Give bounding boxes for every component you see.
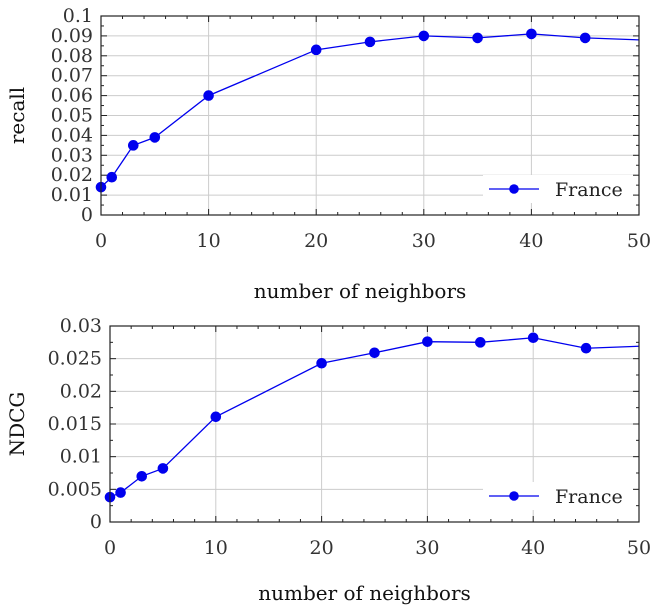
x-tick-label: 40 xyxy=(521,537,545,559)
x-tick-label: 0 xyxy=(95,230,107,252)
legend: France xyxy=(483,482,633,510)
y-tick-label: 0.06 xyxy=(51,85,93,107)
data-point xyxy=(310,44,322,56)
legend-marker xyxy=(509,184,519,194)
y-tick-label: 0.07 xyxy=(51,65,93,87)
x-tick-label: 50 xyxy=(627,537,651,559)
data-point xyxy=(579,32,591,44)
plot-frame xyxy=(100,15,640,216)
y-tick-label: 0.01 xyxy=(51,184,93,206)
data-point xyxy=(369,347,380,359)
series-france xyxy=(95,28,639,193)
x-tick-label: 50 xyxy=(627,230,651,252)
y-axis-title: NDCG xyxy=(5,392,29,457)
chart-recall: 0 10 20 30 40 5000.010.020.030.040.050.060.07… xyxy=(5,5,651,303)
data-point xyxy=(472,32,483,44)
data-point xyxy=(115,487,126,498)
x-tick-label: 40 xyxy=(519,230,543,252)
data-point xyxy=(418,30,430,42)
series-line xyxy=(100,33,639,188)
y-tick-label: 0.04 xyxy=(51,124,93,146)
x-tick-label: 10 xyxy=(197,230,221,252)
y-tick-label: 0.1 xyxy=(63,5,93,27)
data-point xyxy=(364,36,376,48)
x-axis-title: number of neighbors xyxy=(254,279,467,303)
data-point xyxy=(475,337,486,348)
y-tick-label: 0.015 xyxy=(48,413,102,435)
y-tick-label: 0.03 xyxy=(51,144,93,166)
y-tick-label: 0.01 xyxy=(60,446,102,468)
data-point xyxy=(157,463,169,474)
y-tick-label: 0.08 xyxy=(51,45,93,67)
data-point xyxy=(316,357,327,369)
data-point xyxy=(526,28,537,40)
y-tick-label: 0.05 xyxy=(51,105,93,127)
data-point xyxy=(580,342,592,354)
x-tick-label: 0 xyxy=(104,537,116,559)
series-france xyxy=(104,332,639,503)
y-tick-label: 0.02 xyxy=(51,164,93,186)
x-tick-label: 20 xyxy=(304,230,328,252)
y-axis-title: recall xyxy=(5,87,29,144)
legend-label: France xyxy=(555,179,623,201)
x-tick-label: 10 xyxy=(204,537,228,559)
x-tick-label: 30 xyxy=(412,230,436,252)
y-tick-label: 0.09 xyxy=(51,25,93,47)
y-tick-label: 0.005 xyxy=(48,478,102,500)
legend: France xyxy=(483,175,633,203)
x-axis-title: number of neighbors xyxy=(258,581,471,605)
legend-label: France xyxy=(555,486,623,508)
data-point xyxy=(422,336,433,347)
chart-ndcg: 0 10 20 30 40 50 0 0.005 0.01 0.015 0.02 0.025 0.03 n… xyxy=(5,315,651,605)
data-point xyxy=(527,332,539,344)
data-point xyxy=(136,470,148,482)
x-tick-label: 20 xyxy=(310,537,334,559)
y-tick-label: 0.025 xyxy=(48,348,102,370)
data-point xyxy=(106,171,118,183)
series-line xyxy=(109,337,639,498)
plot-frame xyxy=(109,325,640,523)
y-tick-label: 0.03 xyxy=(60,315,102,337)
y-tick-label: 0 xyxy=(90,511,102,533)
y-tick-label: 0.02 xyxy=(60,380,102,402)
legend-marker xyxy=(509,491,519,501)
data-point xyxy=(127,140,139,151)
y-tick-label: 0 xyxy=(81,204,93,226)
data-point xyxy=(149,132,161,143)
x-tick-label: 30 xyxy=(415,537,439,559)
data-point xyxy=(203,90,214,101)
data-point xyxy=(210,411,222,423)
